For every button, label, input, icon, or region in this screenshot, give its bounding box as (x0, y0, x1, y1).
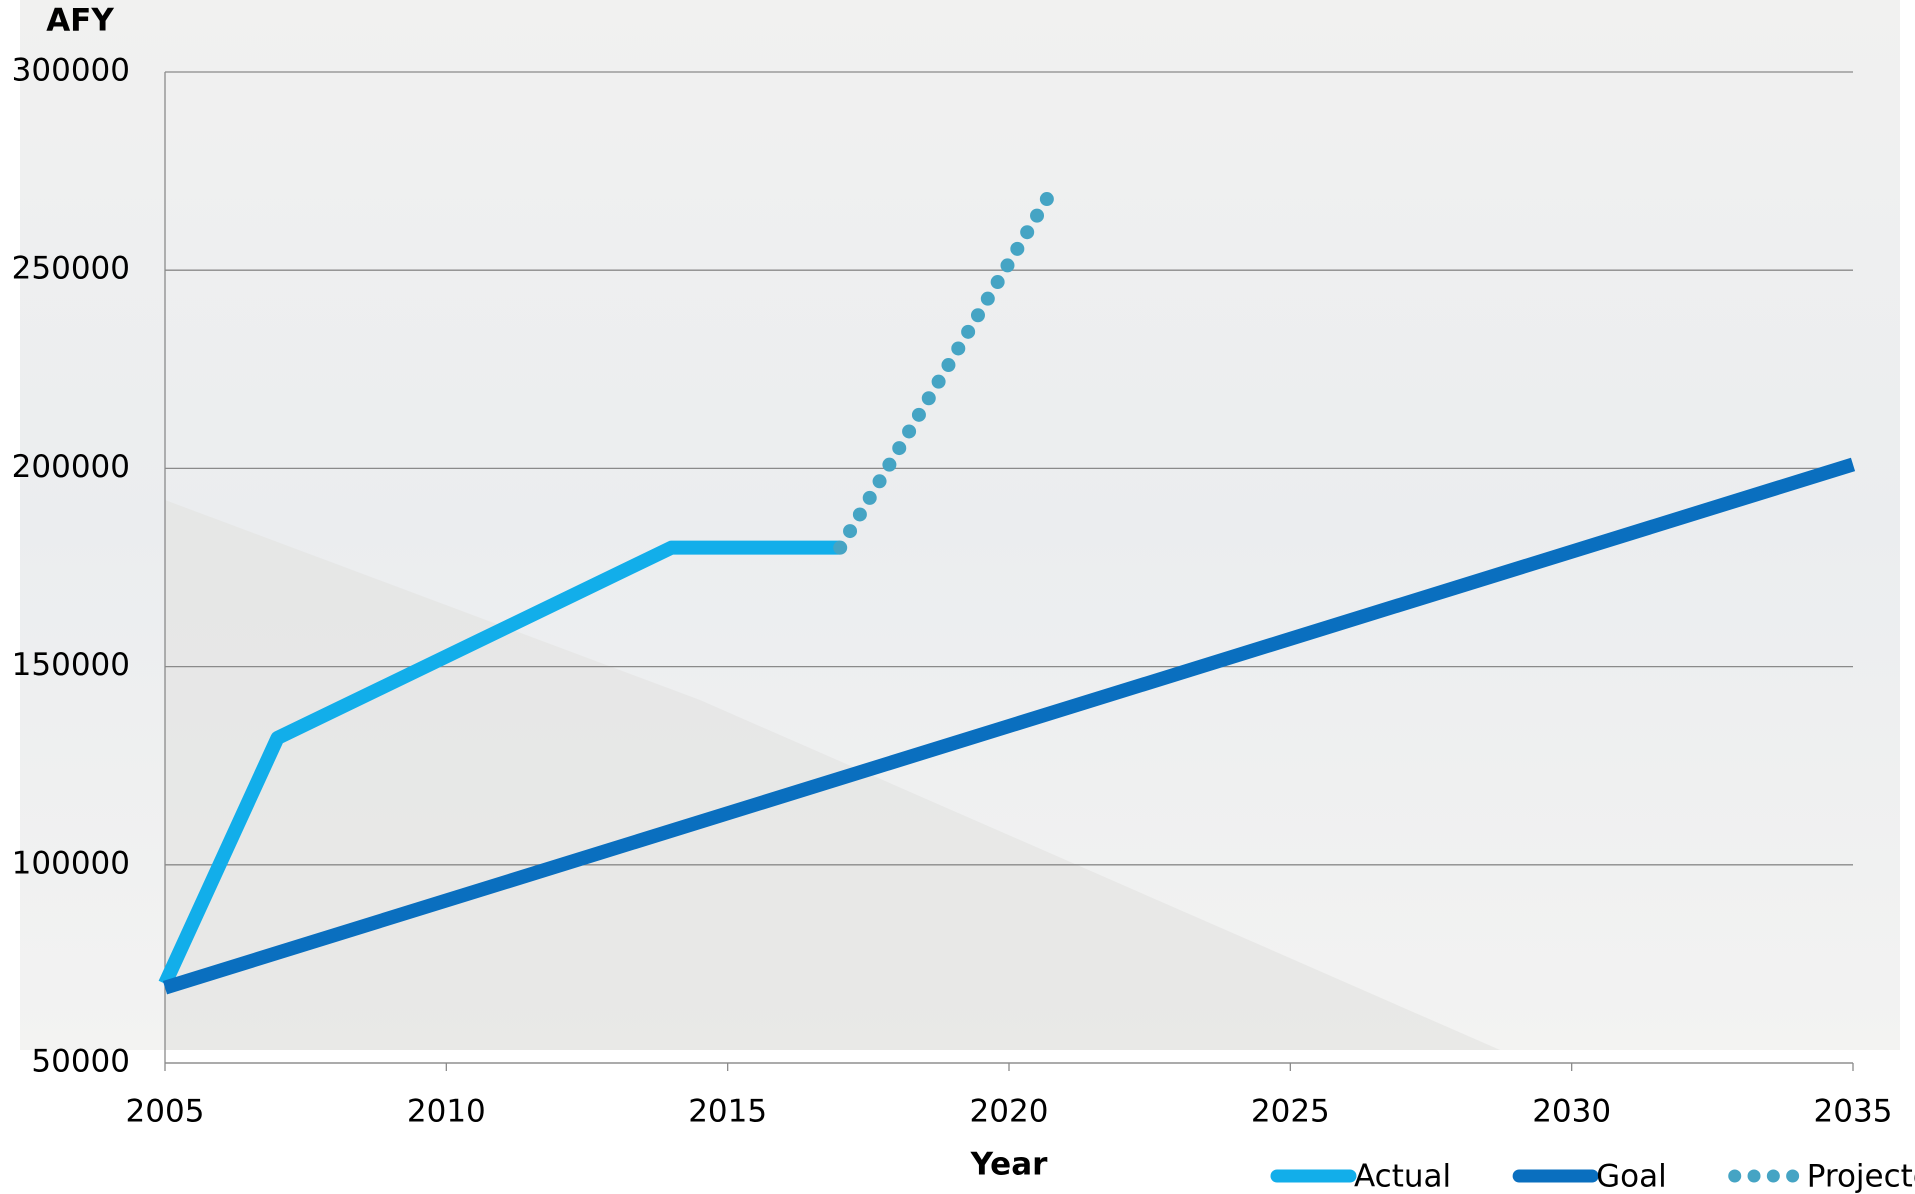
x-tick-label: 2005 (126, 1094, 205, 1130)
y-tick-label: 50000 (31, 1044, 130, 1080)
x-tick-label: 2030 (1532, 1094, 1611, 1130)
x-tick-label: 2035 (1814, 1094, 1893, 1130)
x-tick-label: 2025 (1251, 1094, 1330, 1130)
y-tick-label: 250000 (12, 251, 130, 287)
legend-label: Goal (1596, 1159, 1667, 1194)
series-line (162, 457, 1856, 995)
series-line (833, 179, 1062, 555)
y-tick-label: 200000 (12, 449, 130, 485)
x-tick-label: 2010 (407, 1094, 486, 1130)
plot: 50000 100000 150000 200000 250000 300000 2005 2… (12, 53, 1915, 1194)
legend-label: Actual (1354, 1159, 1451, 1194)
y-tick-label: 100000 (12, 845, 130, 881)
x-tick-label: 2020 (970, 1094, 1049, 1130)
y-axis-label: AFY (46, 3, 114, 39)
y-tick-label: 150000 (12, 647, 130, 683)
series-line (158, 540, 841, 987)
y-tick-label: 300000 (12, 53, 130, 89)
legend-label: Projected (1807, 1159, 1915, 1194)
x-axis-label: Year (970, 1147, 1049, 1183)
x-tick-label: 2015 (688, 1094, 767, 1130)
